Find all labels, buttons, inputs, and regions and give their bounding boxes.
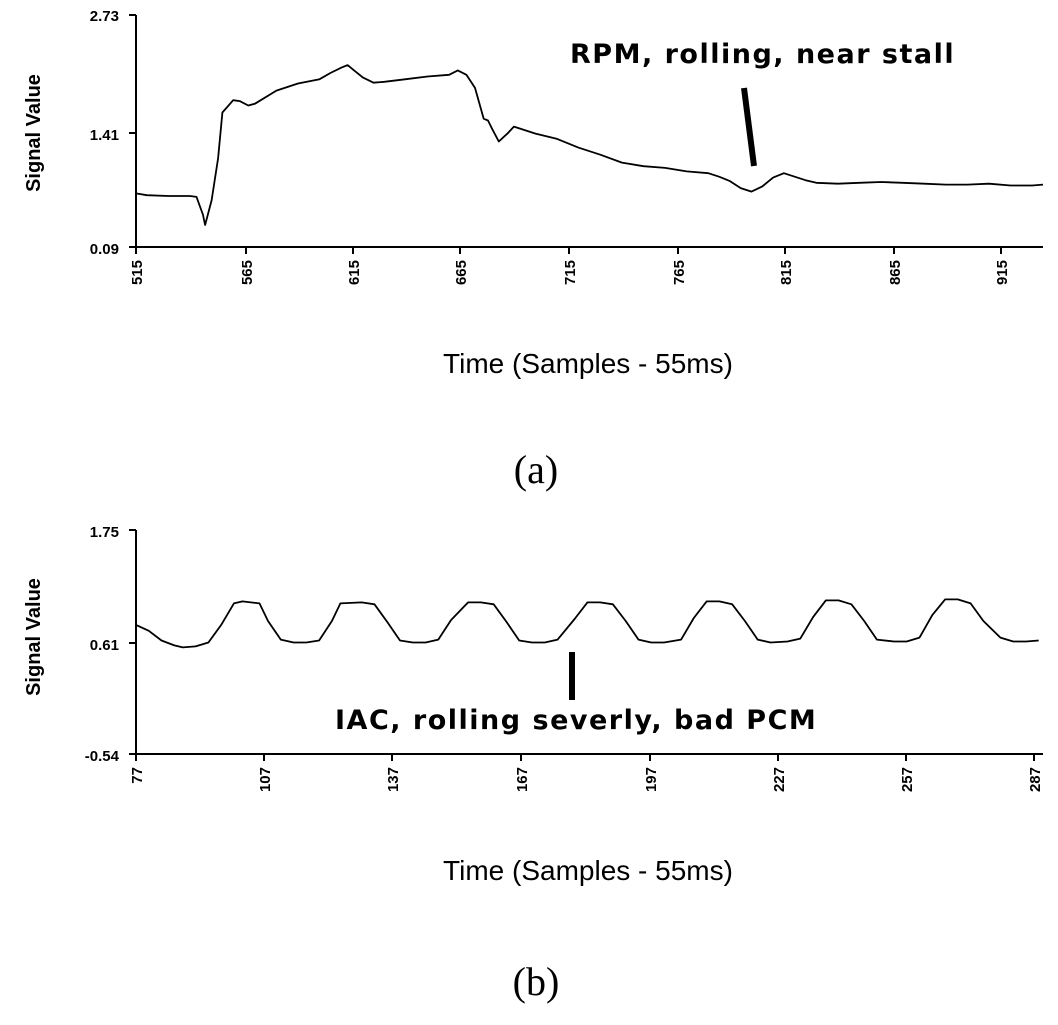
chart-a-caption: (a) — [514, 447, 558, 492]
chart-b-x-ticks — [135, 754, 1035, 761]
chart-a-annotation-pointer — [741, 87, 757, 167]
chart-a-x-ticks — [135, 247, 1002, 254]
chart-a-x-tick-label: 665 — [453, 260, 470, 285]
chart-a-x-tick-label: 715 — [562, 260, 579, 285]
chart-b-y-tick-label: 1.75 — [90, 524, 119, 541]
chart-b-y-tick-label: 0.61 — [90, 637, 119, 654]
chart-b-series-line — [135, 598, 1039, 649]
chart-b-x-tick-label: 77 — [129, 767, 146, 784]
chart-b-x-tick-label: 227 — [771, 767, 788, 792]
chart-b: Signal Value 1.75 0.61 -0.54 77 107 137 … — [23, 524, 1044, 1004]
chart-b-x-axis-title: Time (Samples - 55ms) — [443, 855, 733, 886]
chart-a: Signal Value 2.73 1.41 0.09 515 565 615 … — [23, 8, 1044, 492]
chart-b-caption: (b) — [513, 959, 560, 1004]
chart-a-y-tick-label: 2.73 — [90, 8, 119, 25]
chart-a-x-tick-label: 915 — [994, 260, 1011, 285]
chart-b-x-tick-labels: 77 107 137 167 197 227 257 287 — [129, 767, 1044, 792]
chart-a-y-axis-title: Signal Value — [23, 74, 45, 192]
chart-a-x-tick-labels: 515 565 615 665 715 765 815 865 915 — [129, 260, 1011, 285]
chart-a-x-axis-title: Time (Samples - 55ms) — [443, 348, 733, 379]
chart-b-x-tick-label: 197 — [643, 767, 660, 792]
chart-a-x-tick-label: 865 — [887, 260, 904, 285]
chart-b-annotation: IAC, rolling severly, bad PCM — [335, 705, 817, 736]
chart-b-x-tick-label: 137 — [385, 767, 402, 792]
chart-b-x-tick-label: 167 — [514, 767, 531, 792]
chart-a-series-line — [135, 64, 1044, 226]
chart-b-y-axis-title: Signal Value — [23, 578, 45, 696]
chart-b-x-tick-label: 257 — [899, 767, 916, 792]
chart-a-y-tick-label: 1.41 — [90, 127, 119, 144]
chart-a-y-tick-label: 0.09 — [90, 241, 119, 258]
chart-b-x-tick-label: 287 — [1027, 767, 1044, 792]
chart-a-annotation: RPM, rolling, near stall — [570, 39, 955, 70]
chart-a-x-tick-label: 615 — [346, 260, 363, 285]
chart-a-x-tick-label: 565 — [239, 260, 256, 285]
chart-a-x-tick-label: 765 — [671, 260, 688, 285]
chart-b-y-tick-label: -0.54 — [85, 748, 120, 765]
chart-b-x-tick-label: 107 — [257, 767, 274, 792]
chart-a-x-tick-label: 515 — [129, 260, 146, 285]
chart-a-x-tick-label: 815 — [778, 260, 795, 285]
